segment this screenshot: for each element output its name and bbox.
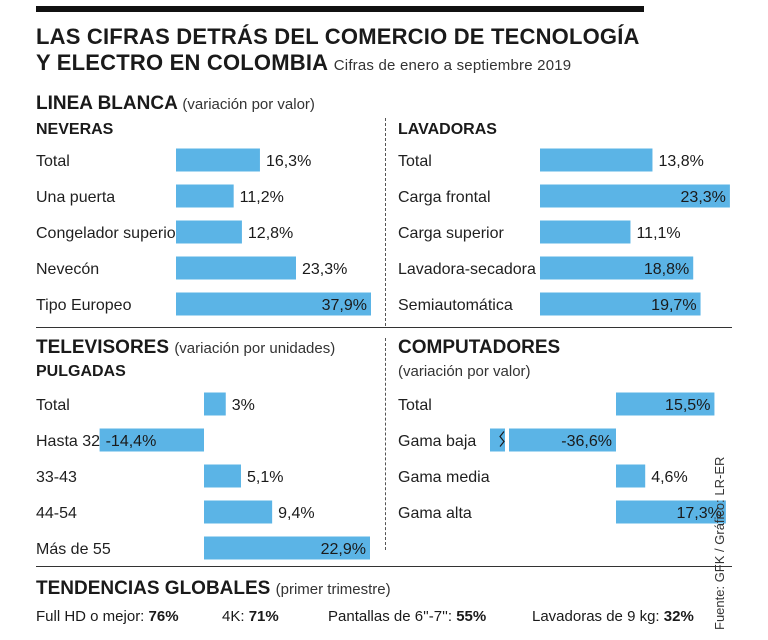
computadores-bar	[616, 464, 646, 488]
trend-full-hd-label: Full HD o mejor:	[36, 608, 145, 625]
televisores-bar	[204, 464, 241, 488]
computadores-value-label: 15,5%	[665, 397, 710, 414]
televisores-value-label: -14,4%	[106, 433, 157, 450]
page-subtitle: Cifras de enero a septiembre 2019	[333, 57, 572, 74]
lavadoras-value-label: 18,8%	[644, 261, 689, 278]
neveras-bar	[176, 148, 260, 172]
televisores-category-label: Hasta 32	[36, 433, 100, 450]
televisores-bar	[204, 392, 226, 416]
neveras-category-label: Congelador superior	[36, 225, 182, 242]
section-televisores: TELEVISORES (variación por unidades)	[36, 337, 335, 359]
computadores-bar	[490, 428, 616, 452]
lavadoras-bar	[540, 184, 730, 208]
computadores-axis-break-gap	[505, 428, 509, 452]
lavadoras-category-label: Semiautomática	[398, 297, 513, 314]
trend-4k-value: 71%	[248, 608, 279, 625]
lavadoras-bar	[540, 292, 701, 316]
trend-lavadoras-label: Lavadoras de 9 kg:	[532, 608, 660, 625]
trend-pantallas: Pantallas de 6''-7'': 55%	[328, 608, 486, 625]
neveras-bar	[176, 220, 242, 244]
neveras-value-label: 16,3%	[266, 153, 311, 170]
trend-4k-label: 4K:	[222, 608, 245, 625]
lavadoras-value-label: 13,8%	[658, 153, 703, 170]
section-linea-blanca-title: LINEA BLANCA	[36, 93, 178, 114]
trend-4k: 4K: 71%	[222, 608, 279, 625]
neveras-value-label: 12,8%	[248, 225, 293, 242]
computadores-category-label: Gama media	[398, 469, 490, 486]
neveras-value-label: 11,2%	[240, 189, 284, 206]
neveras-category-label: Nevecón	[36, 261, 99, 278]
computadores-value-label: 4,6%	[651, 469, 687, 486]
divider-horizontal-middle	[36, 327, 732, 328]
trend-pantallas-label: Pantallas de 6''-7'':	[328, 608, 453, 625]
section-computadores-note: (variación por valor)	[398, 363, 531, 380]
lavadoras-heading: LAVADORAS	[398, 121, 497, 138]
televisores-category-label: Más de 55	[36, 541, 111, 558]
neveras-value-label: 37,9%	[322, 297, 367, 314]
lavadoras-value-label: 23,3%	[681, 189, 726, 206]
lavadoras-category-label: Carga superior	[398, 225, 505, 242]
computadores-category-label: Gama alta	[398, 505, 472, 522]
computadores-value-label: -36,6%	[561, 433, 612, 450]
lavadoras-category-label: Carga frontal	[398, 189, 491, 206]
lavadoras-category-label: Lavadora-secadora	[398, 261, 536, 278]
section-televisores-title: TELEVISORES	[36, 337, 170, 358]
section-linea-blanca-note: (variación por valor)	[182, 96, 315, 113]
televisores-category-label: Total	[36, 397, 70, 414]
neveras-bar	[176, 184, 234, 208]
computadores-value-label: 17,3%	[676, 505, 721, 522]
neveras-heading: NEVERAS	[36, 121, 114, 138]
computadores-bar	[616, 392, 715, 416]
neveras-category-label: Total	[36, 153, 70, 170]
televisores-category-label: 44-54	[36, 505, 77, 522]
neveras-category-label: Tipo Europeo	[36, 297, 132, 314]
neveras-bar	[176, 292, 371, 316]
televisores-bar	[204, 500, 273, 524]
divider-vertical-top	[385, 118, 386, 326]
computadores-category-label: Total	[398, 397, 432, 414]
lavadoras-category-label: Total	[398, 153, 432, 170]
neveras-bar	[176, 256, 296, 280]
televisores-value-label: 9,4%	[278, 505, 314, 522]
computadores-bar	[616, 500, 726, 524]
section-tendencias-note: (primer trimestre)	[275, 581, 391, 598]
section-linea-blanca: LINEA BLANCA (variación por valor)	[36, 93, 315, 115]
page-title-line2-text: Y ELECTRO EN COLOMBIA	[36, 50, 328, 75]
trend-pantallas-value: 55%	[456, 608, 487, 625]
section-computadores: COMPUTADORES	[398, 337, 561, 358]
trend-full-hd: Full HD o mejor: 76%	[36, 608, 179, 625]
lavadoras-bar	[540, 256, 694, 280]
lavadoras-value-label: 19,7%	[651, 297, 696, 314]
top-rule	[36, 6, 644, 12]
trend-lavadoras: Lavadoras de 9 kg: 32%	[532, 608, 694, 625]
section-tendencias: TENDENCIAS GLOBALES (primer trimestre)	[36, 578, 391, 600]
televisores-category-label: 33-43	[36, 469, 77, 486]
televisores-bar	[204, 536, 370, 560]
computadores-axis-break-mark	[499, 431, 505, 447]
trend-lavadoras-value: 32%	[663, 608, 694, 625]
page-title-line1: LAS CIFRAS DETRÁS DEL COMERCIO DE TECNOL…	[36, 24, 640, 49]
pulgadas-heading: PULGADAS	[36, 363, 126, 380]
televisores-value-label: 5,1%	[247, 469, 283, 486]
section-tendencias-title: TENDENCIAS GLOBALES	[36, 578, 271, 599]
televisores-value-label: 22,9%	[321, 541, 366, 558]
trend-full-hd-value: 76%	[148, 608, 179, 625]
lavadoras-value-label: 11,1%	[636, 225, 680, 242]
neveras-value-label: 23,3%	[302, 261, 347, 278]
divider-horizontal-bottom	[36, 566, 732, 567]
neveras-category-label: Una puerta	[36, 189, 115, 206]
computadores-category-label: Gama baja	[398, 433, 476, 450]
televisores-value-label: 3%	[232, 397, 255, 414]
source-credit: Fuente: GFK / Gráfico: LR-ER	[712, 456, 727, 630]
divider-vertical-bottom	[385, 338, 386, 550]
televisores-bar	[99, 428, 204, 452]
section-televisores-note: (variación por unidades)	[174, 340, 336, 357]
page-title-line2: Y ELECTRO EN COLOMBIA Cifras de enero a …	[36, 50, 571, 76]
lavadoras-bar	[540, 148, 653, 172]
lavadoras-bar	[540, 220, 631, 244]
